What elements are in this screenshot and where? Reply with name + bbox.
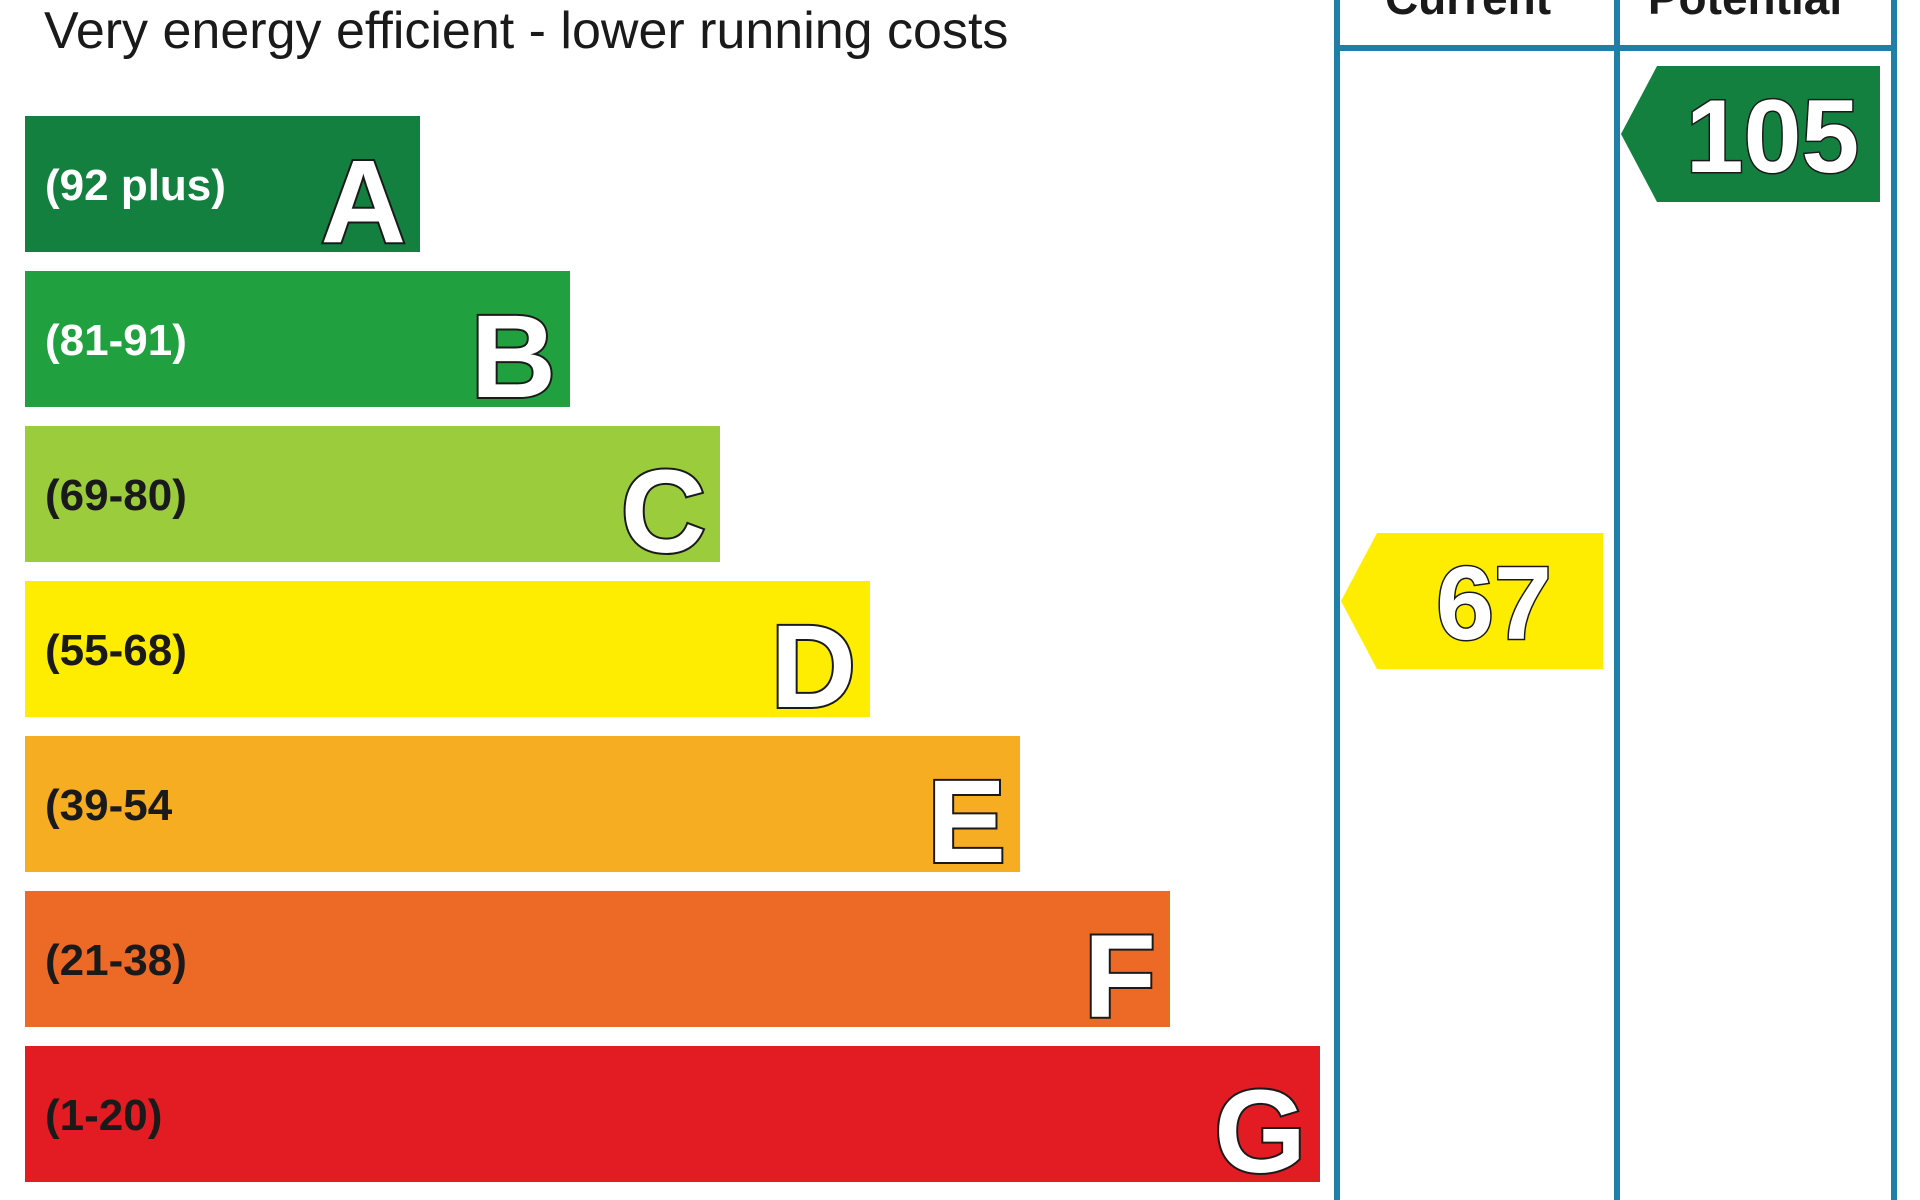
band-bar-g [25, 1046, 1320, 1182]
rating-columns-frame [1334, 0, 1897, 1200]
band-range-a: (92 plus) [45, 161, 226, 210]
current-rating-arrow [1341, 533, 1603, 669]
potential-rating-value: 105 [1686, 79, 1860, 195]
current-rating-value: 67 [1436, 546, 1552, 662]
band-range-c: (69-80) [45, 471, 187, 520]
band-range-e: (39-54 [45, 781, 173, 830]
chart-header: Very energy efficient - lower running co… [44, 2, 1008, 60]
band-letter-a: A [321, 136, 406, 268]
band-letter-c: C [621, 446, 706, 578]
band-bar-e [25, 736, 1020, 872]
band-bar-b [25, 271, 570, 407]
rating-bands: (92 plus) A (81-91) B (69-80) C (55-68) D (39-54… [25, 116, 1320, 1200]
band-range-g: (1-20) [45, 1091, 162, 1140]
band-letter-b: B [471, 291, 556, 423]
band-range-b: (81-91) [45, 316, 187, 365]
band-letter-f: F [1084, 911, 1156, 1043]
band-bar-a [25, 116, 420, 252]
potential-column-header: Potential [1648, 0, 1842, 24]
band-range-f: (21-38) [45, 936, 187, 985]
band-letter-e: E [927, 756, 1006, 888]
current-column-header: Current [1385, 0, 1551, 24]
potential-rating-arrow [1621, 66, 1880, 202]
band-bar-c [25, 426, 720, 562]
rating-indicators: 67 105 [1341, 66, 1880, 669]
band-letter-g: G [1214, 1066, 1306, 1198]
band-range-d: (55-68) [45, 626, 187, 675]
band-bar-d [25, 581, 870, 717]
band-bar-f [25, 891, 1170, 1027]
band-letter-d: D [771, 601, 856, 733]
